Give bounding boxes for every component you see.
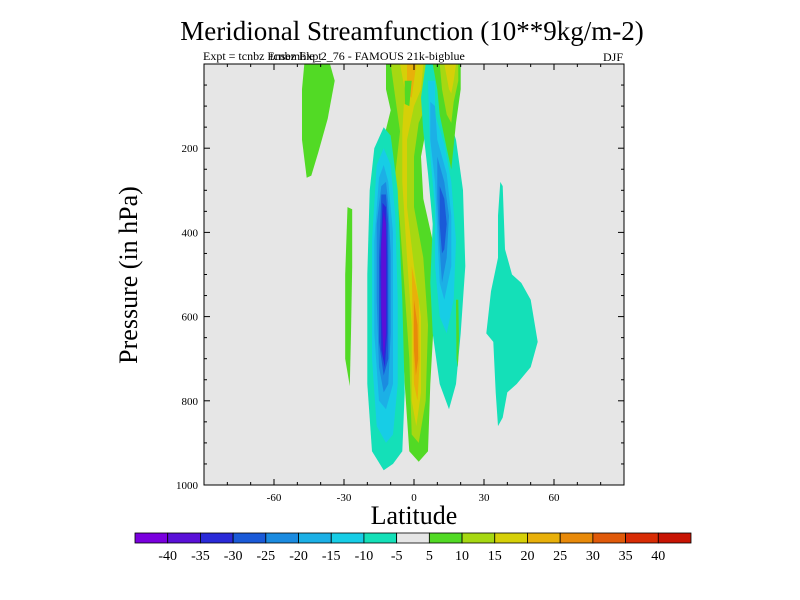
colorbar-label: 35 [619, 549, 633, 564]
y-tick-label: 1000 [176, 480, 199, 492]
colorbar-label: 15 [488, 549, 502, 564]
y-axis-label: Pressure (in hPa) [114, 186, 143, 364]
contour-fills [302, 64, 538, 471]
colorbar-label: 10 [455, 549, 469, 564]
y-tick-label: 400 [182, 227, 199, 239]
colorbar-swatch [396, 532, 430, 544]
x-tick-label: -30 [337, 492, 352, 504]
y-tick-label: 200 [182, 143, 199, 155]
colorbar-swatch [200, 532, 234, 544]
colorbar-swatch [330, 532, 365, 544]
plot-area: -60 -30 0 30 60 200 400 600 800 1000 [176, 63, 625, 504]
colorbar-swatch [134, 532, 169, 544]
colorbar-label: 40 [651, 549, 665, 564]
chart-title: Meridional Streamfunction (10**9kg/m-2) [180, 16, 643, 46]
contour-south-upper-positive-band [302, 64, 335, 178]
y-tick-label: 600 [182, 312, 199, 324]
colorbar-label: 5 [426, 549, 433, 564]
chart-subtitle: Expt = tcnbz Ensemble_2_76 - FAMOUS 21k-… [203, 49, 465, 63]
x-tick-label: -60 [267, 492, 282, 504]
colorbar-swatch [363, 532, 398, 544]
contour-equatorial-core-27 [414, 299, 419, 376]
contour-upper-positive-lobe [404, 80, 412, 107]
colorbar-label: -35 [191, 549, 210, 564]
colorbar-label: -30 [224, 549, 243, 564]
colorbar-label: 30 [586, 549, 600, 564]
colorbar-swatch [527, 532, 561, 544]
y-tick-label: 800 [182, 396, 199, 408]
colorbar-label: -15 [322, 549, 341, 564]
colorbar-swatch [428, 532, 463, 544]
contour-north-ferrel-negative [486, 181, 538, 427]
colorbar-label: -5 [391, 549, 403, 564]
colorbar-label: 25 [553, 549, 567, 564]
x-tick-label: 30 [479, 492, 491, 504]
colorbar-swatch [265, 532, 299, 544]
colorbar-label: -40 [158, 549, 177, 564]
contour-north-upper-positive-20 [444, 64, 456, 94]
colorbar-swatch [494, 532, 528, 544]
colorbar-label: -25 [256, 549, 275, 564]
colorbar-swatch [592, 532, 626, 544]
contour-north-thin-positive [456, 299, 459, 368]
x-tick-label: 0 [411, 492, 417, 504]
contour-south-hadley-cell-40 [381, 211, 386, 359]
contour-north-hadley-cell-25 [439, 186, 447, 254]
colorbar-swatch [625, 532, 659, 544]
colorbar-swatch [657, 532, 692, 544]
chart-subtitle-overlap: tcnbz Expt [270, 49, 322, 63]
axis-ticks: -60 -30 0 30 60 200 400 600 800 1000 [176, 64, 624, 504]
colorbar-swatch [461, 532, 496, 544]
contour-south-ferrel-positive-band [345, 207, 353, 387]
colorbar-swatch [298, 532, 332, 544]
colorbar-swatch [559, 532, 594, 544]
colorbar: -40 -35 -30 -25 -20 -15 -10 -5 5 10 15 20 25 30 35 40 [134, 532, 692, 564]
colorbar-label: -10 [355, 549, 374, 564]
season-label: DJF [603, 50, 623, 64]
colorbar-label: -20 [289, 549, 308, 564]
colorbar-swatch [167, 532, 201, 544]
x-axis-label: Latitude [371, 501, 458, 530]
x-tick-label: 60 [549, 492, 561, 504]
colorbar-swatch [232, 532, 267, 544]
colorbar-label: 20 [520, 549, 534, 564]
